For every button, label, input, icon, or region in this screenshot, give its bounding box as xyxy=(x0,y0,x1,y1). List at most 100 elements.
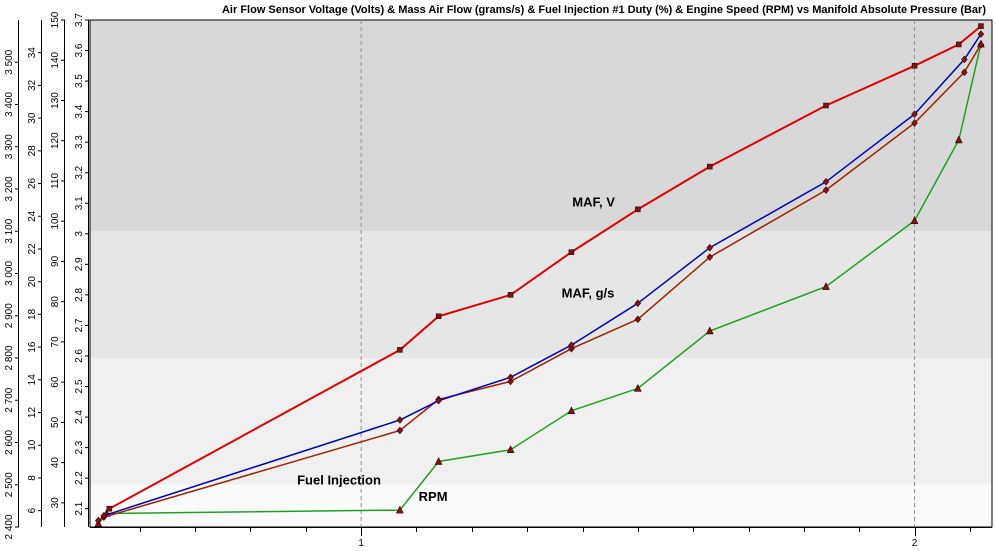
data-point xyxy=(822,282,830,290)
duty-tick-label: 30 xyxy=(27,112,38,124)
data-point xyxy=(397,347,403,353)
volts-tick-label: 2.8 xyxy=(74,287,85,301)
maf-tick-label: 120 xyxy=(50,132,61,149)
data-point xyxy=(633,383,642,392)
series-annotations: MAF, V MAF, g/s Fuel Injection RPM xyxy=(297,194,615,503)
data-point xyxy=(705,326,714,335)
data-point xyxy=(706,243,714,252)
duty-tick-label: 34 xyxy=(27,47,38,59)
data-point xyxy=(961,55,968,64)
rpm-tick-label: 3 500 xyxy=(4,49,15,74)
data-point xyxy=(911,63,918,69)
chart-title: Air Flow Sensor Voltage (Volts) & Mass A… xyxy=(222,4,986,16)
duty-tick-label: 6 xyxy=(27,507,38,513)
duty-tick-label: 10 xyxy=(27,439,38,451)
rpm-tick-label: 2 500 xyxy=(4,472,15,497)
data-point xyxy=(507,292,514,298)
rpm-tick-label: 3 000 xyxy=(4,261,15,286)
series-annotation: MAF, g/s xyxy=(562,286,615,301)
data-point xyxy=(954,135,963,144)
data-point xyxy=(507,377,514,386)
data-point xyxy=(435,313,442,320)
volts-axis: 2.1 2.2 2.3 2.4 2.5 2.6 2.7 2.8 2.9 3 3.1 3.2 3.3 3.4… xyxy=(74,13,89,527)
series-maf-v xyxy=(106,23,984,512)
data-point xyxy=(396,416,404,424)
data-point xyxy=(961,68,968,77)
data-point xyxy=(507,373,514,382)
volts-tick-label: 2.4 xyxy=(74,410,85,424)
maf-tick-label: 70 xyxy=(50,336,61,348)
background-band xyxy=(90,20,992,232)
volts-tick-label: 3.6 xyxy=(74,43,85,57)
x-tick-label: 2 xyxy=(912,538,918,549)
background-bands xyxy=(89,19,993,528)
duty-tick-label: 18 xyxy=(27,308,38,320)
data-point xyxy=(634,315,642,324)
maf-tick-label: 50 xyxy=(50,416,61,428)
data-point xyxy=(634,299,642,308)
data-point xyxy=(106,505,113,512)
duty-tick-label: 22 xyxy=(27,243,38,255)
series-annotation: MAF, V xyxy=(572,194,615,209)
data-point xyxy=(956,41,962,48)
maf-tick-label: 130 xyxy=(50,92,61,109)
volts-tick-label: 3 xyxy=(74,231,85,237)
maf-tick-label: 90 xyxy=(50,255,61,267)
y-axes: 2 400 2 500 2 600 2 700 2 800 2 900 3 000 3 100… xyxy=(4,11,89,540)
background-band xyxy=(90,484,992,527)
rpm-tick-label: 3 400 xyxy=(4,92,15,117)
maf-tick-label: 110 xyxy=(50,173,61,189)
series-maf-g-s xyxy=(100,30,985,520)
data-point xyxy=(823,102,829,109)
data-point xyxy=(911,110,918,119)
data-point xyxy=(822,186,830,194)
rpm-tick-label: 2 600 xyxy=(4,430,15,455)
series-fuel-injection xyxy=(94,40,985,525)
maf-tick-label: 140 xyxy=(50,51,61,68)
maf-tick-label: 80 xyxy=(50,296,61,308)
volts-tick-label: 2.5 xyxy=(74,379,85,393)
duty-axis: 6 8 10 12 14 16 18 20 22 24 26 28 30 32 34 xyxy=(27,20,42,527)
duty-tick-label: 26 xyxy=(27,178,38,190)
series-line xyxy=(97,43,982,525)
volts-tick-label: 3.5 xyxy=(74,74,85,88)
volts-tick-label: 3.1 xyxy=(74,196,85,210)
rpm-tick-label: 2 900 xyxy=(4,303,15,328)
data-point xyxy=(567,406,576,415)
duty-tick-label: 24 xyxy=(27,210,38,222)
x-tick-label: 1 xyxy=(358,538,364,549)
volts-tick-label: 2.3 xyxy=(74,440,85,454)
background-band xyxy=(90,231,992,358)
duty-tick-label: 32 xyxy=(27,79,38,91)
volts-tick-label: 2.7 xyxy=(74,318,85,332)
maf-tick-label: 30 xyxy=(50,497,61,509)
series-annotation: RPM xyxy=(419,489,448,504)
series-line xyxy=(97,44,982,522)
maf-tick-label: 40 xyxy=(50,457,61,469)
rpm-tick-label: 2 800 xyxy=(4,345,15,370)
volts-tick-label: 3.4 xyxy=(74,104,85,118)
background-band xyxy=(90,358,992,485)
data-point xyxy=(568,249,575,255)
data-point xyxy=(635,206,641,213)
maf-axis: 30 40 50 60 70 80 90 100 110 120 130 140 150 xyxy=(50,11,65,527)
maf-tick-label: 150 xyxy=(50,11,61,28)
data-point xyxy=(434,456,443,465)
data-point xyxy=(706,253,714,262)
maf-tick-label: 60 xyxy=(50,376,61,388)
rpm-tick-label: 2 400 xyxy=(4,514,15,539)
volts-tick-label: 3.3 xyxy=(74,135,85,149)
data-point xyxy=(977,40,985,49)
volts-tick-label: 3.7 xyxy=(74,13,85,27)
data-point xyxy=(94,516,102,525)
data-point xyxy=(506,445,515,453)
duty-tick-label: 20 xyxy=(27,276,38,288)
volts-tick-label: 3.2 xyxy=(74,165,85,179)
data-point xyxy=(911,119,918,127)
series-rpm xyxy=(94,39,985,527)
data-point xyxy=(978,23,984,29)
rpm-tick-label: 3 200 xyxy=(4,176,15,201)
volts-tick-label: 2.2 xyxy=(74,471,85,485)
